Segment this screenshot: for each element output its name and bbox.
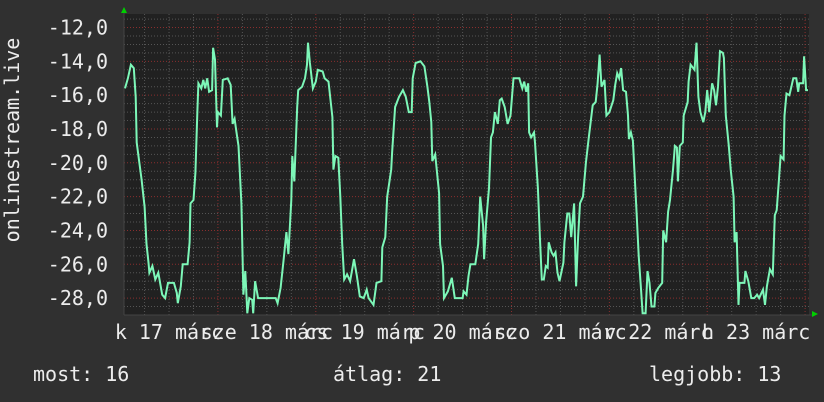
legend-current-value: 16: [105, 362, 130, 386]
legend-best-label: legjobb:: [649, 362, 746, 386]
y-tick-label: -26,0: [48, 252, 108, 276]
x-tick-label: h 23 márc: [702, 320, 810, 344]
y-tick-label: -22,0: [48, 185, 108, 209]
y-tick-label: -12,0: [48, 16, 108, 40]
x-tick-label: v 22 márc: [604, 320, 712, 344]
plot-area: [124, 14, 809, 315]
y-tick-label: -14,0: [48, 49, 108, 73]
legend-best-value: 13: [757, 362, 782, 386]
legend-best: legjobb: 13: [649, 362, 781, 386]
legend-average: átlag: 21: [333, 362, 441, 386]
x-tick-label: p 20 márc: [408, 320, 516, 344]
x-axis-arrow-icon: [812, 311, 818, 317]
y-tick-label: -28,0: [48, 286, 108, 310]
y-tick-label: -18,0: [48, 117, 108, 141]
x-tick-label: k 17 márc: [115, 320, 223, 344]
series-line: [124, 42, 808, 315]
legend-current-label: most:: [33, 362, 94, 386]
x-tick-label: szo 21 márc: [494, 320, 626, 344]
x-tick-label: sze 18 márc: [201, 320, 333, 344]
y-tick-label: -20,0: [48, 151, 108, 175]
y-tick-label: -24,0: [48, 218, 108, 242]
y-axis-arrow-icon: [121, 7, 127, 13]
legend-average-label: átlag:: [333, 362, 406, 386]
x-tick-label: cs 19 márc: [305, 320, 425, 344]
y-tick-label: -16,0: [48, 83, 108, 107]
legend-average-value: 21: [417, 362, 442, 386]
y-axis-label: onlinestream.live: [0, 38, 24, 243]
legend-current: most: 16: [33, 362, 129, 386]
